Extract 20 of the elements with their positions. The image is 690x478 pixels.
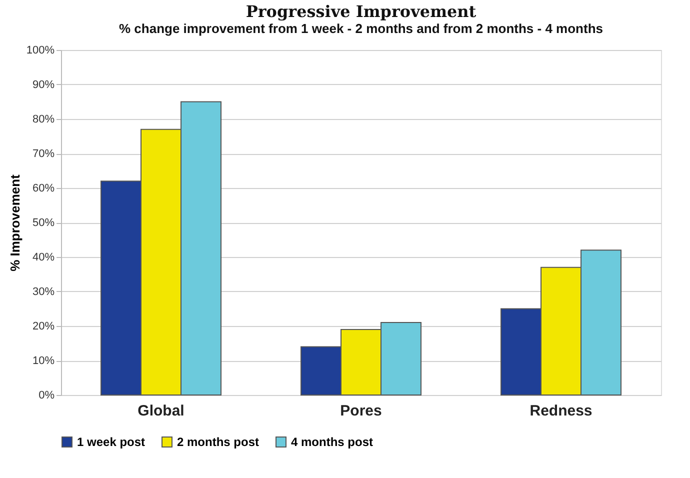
chart-subtitle: % change improvement from 1 week - 2 months and from 2 months - 4 months (119, 21, 603, 36)
y-tick-label: 20% (32, 320, 55, 332)
y-tick-label: 90% (32, 79, 55, 91)
y-tick-label: 40% (32, 252, 55, 264)
y-tick-label: 10% (32, 355, 55, 367)
x-tick-label: Redness (530, 402, 592, 420)
y-tick-label: 70% (32, 148, 55, 160)
y-tick-label: 0% (38, 390, 55, 402)
legend-label: 1 week post (77, 435, 146, 449)
y-tick-label: 80% (32, 114, 55, 126)
legend-label: 4 months post (291, 435, 374, 449)
y-tick-label: 30% (32, 286, 55, 298)
x-tick-label: Pores (340, 402, 382, 420)
y-axis-title: % Improvement (7, 174, 22, 272)
y-tick-label: 60% (32, 182, 55, 194)
x-tick-label: Global (138, 402, 184, 420)
legend-label: 2 months post (177, 435, 260, 449)
y-tick-label: 50% (32, 217, 55, 229)
chart-title: Progressive Improvement (246, 2, 477, 21)
y-tick-label: 100% (26, 44, 55, 56)
